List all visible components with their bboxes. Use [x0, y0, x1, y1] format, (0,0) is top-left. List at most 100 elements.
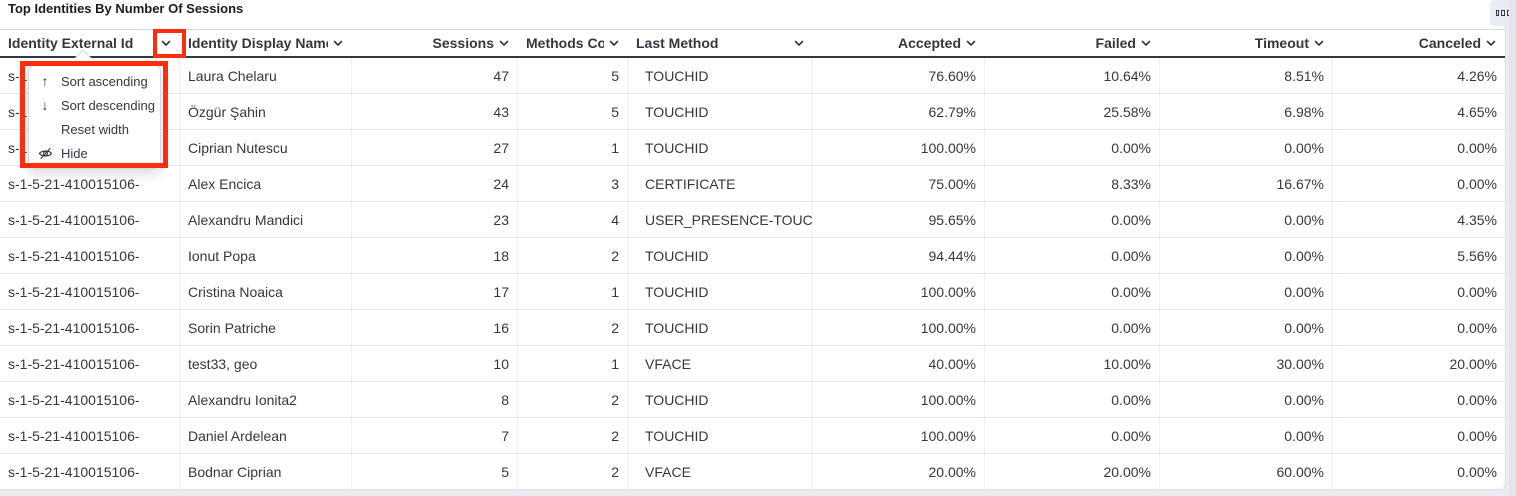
cell-accepted: 40.00% [813, 346, 985, 381]
column-header-label: Failed [1095, 35, 1136, 51]
menu-item-hide[interactable]: Hide [29, 141, 160, 165]
panel-title: Top Identities By Number Of Sessions [8, 1, 244, 16]
column-header-lastMethod[interactable]: Last Method [628, 30, 813, 56]
column-header-label: Identity Display Name [188, 35, 328, 51]
sort-chevron-icon[interactable] [793, 37, 805, 49]
column-header-accepted[interactable]: Accepted [813, 30, 985, 56]
column-header-sessions[interactable]: Sessions [352, 30, 518, 56]
cell-timeout: 0.00% [1160, 310, 1333, 345]
cell-methodsCount: 1 [518, 130, 628, 165]
sort-chevron-icon[interactable] [1140, 37, 1152, 49]
cell-lastMethod: TOUCHID [628, 94, 813, 129]
column-header-externalId[interactable]: Identity External Id [0, 30, 180, 56]
column-header-canceled[interactable]: Canceled [1333, 30, 1505, 56]
cell-displayName: Cristina Noaica [180, 274, 352, 309]
cell-accepted: 75.00% [813, 166, 985, 201]
cell-lastMethod: TOUCHID [628, 310, 813, 345]
table-row: s-1-5-21-410015106-Özgür Şahin435TOUCHID… [0, 94, 1505, 130]
cell-timeout: 6.98% [1160, 94, 1333, 129]
cell-methodsCount: 2 [518, 454, 628, 489]
cell-timeout: 30.00% [1160, 346, 1333, 381]
cell-displayName: Alexandru Ionita2 [180, 382, 352, 417]
cell-methodsCount: 5 [518, 94, 628, 129]
cell-accepted: 62.79% [813, 94, 985, 129]
table-header-row: Identity External Id Identity Display Nam… [0, 29, 1505, 58]
sort-ascending-icon: ↑ [41, 73, 49, 89]
cell-canceled: 4.35% [1457, 211, 1497, 228]
cell-externalId: s-1-5-21-410015106- [0, 454, 180, 489]
sort-chevron-icon[interactable] [160, 37, 172, 49]
cell-methodsCount: 2 [518, 238, 628, 273]
cell-canceled: 0.00% [1457, 283, 1497, 300]
cell-sessions: 8 [352, 382, 518, 417]
table-row: s-1-5-21-410015106- Alexandru Mandici 23 4 U… [0, 202, 1505, 238]
cell-displayName: Ciprian Nutescu [180, 130, 352, 165]
table-row: s-1-5-21-410015106- Sorin Patriche 16 2 TOUC… [0, 310, 1505, 346]
cell-accepted: 100.00% [813, 274, 985, 309]
column-header-methodsCount[interactable]: Methods Count [518, 30, 628, 56]
column-header-label: Accepted [897, 35, 961, 51]
cell-canceled: 20.00% [1449, 355, 1497, 372]
page-scrollbar[interactable] [1509, 0, 1516, 496]
cell-canceled: 0.00% [1457, 463, 1497, 480]
cell-canceled: 0.00% [1457, 319, 1497, 336]
cell-accepted: 76.60% [813, 58, 985, 93]
column-header-displayName[interactable]: Identity Display Name [180, 30, 352, 56]
menu-item-reset-width[interactable]: Reset width [29, 117, 160, 141]
cell-canceled: 0.00% [1457, 175, 1497, 192]
sort-chevron-icon[interactable] [965, 37, 977, 49]
cell-sessions: 7 [352, 418, 518, 453]
sort-chevron-icon[interactable] [332, 37, 344, 49]
cell-failed: 0.00% [985, 418, 1160, 453]
cell-lastMethod: USER_PRESENCE-TOUC [628, 202, 813, 237]
column-header-failed[interactable]: Failed [985, 30, 1160, 56]
cell-sessions: 27 [352, 130, 518, 165]
sort-chevron-icon[interactable] [608, 37, 620, 49]
table-row: s-1-5-21-410015106- Alexandru Ionita2 8 2 TO… [0, 382, 1505, 418]
cell-accepted: 100.00% [813, 310, 985, 345]
menu-item-sort-ascending[interactable]: ↑ Sort ascending [29, 69, 160, 93]
column-header-label: Last Method [636, 35, 719, 51]
menu-item-sort-descending[interactable]: ↓ Sort descending [29, 93, 160, 117]
data-grid: Identity External Id Identity Display Nam… [0, 29, 1505, 490]
cell-methodsCount: 5 [518, 58, 628, 93]
cell-accepted: 94.44% [813, 238, 985, 273]
cell-methodsCount: 4 [518, 202, 628, 237]
column-options-menu: ↑ Sort ascending ↓ Sort descending Reset wid… [28, 65, 161, 169]
table-row: s-1-5-21-410015106- Alex Encica 24 3 CERTIFI… [0, 166, 1505, 202]
cell-displayName: Daniel Ardelean [180, 418, 352, 453]
cell-failed: 25.58% [985, 94, 1160, 129]
cell-failed: 0.00% [985, 382, 1160, 417]
cell-displayName: Bodnar Ciprian [180, 454, 352, 489]
cell-lastMethod: TOUCHID [628, 418, 813, 453]
cell-displayName: Sorin Patriche [180, 310, 352, 345]
sort-chevron-icon[interactable] [498, 37, 510, 49]
cell-sessions: 17 [352, 274, 518, 309]
cell-displayName: Özgür Şahin [180, 94, 352, 129]
cell-externalId: s-1-5-21-410015106- [0, 382, 180, 417]
cell-timeout: 0.00% [1160, 238, 1333, 273]
sort-chevron-icon[interactable] [1313, 37, 1325, 49]
cell-failed: 10.00% [985, 346, 1160, 381]
column-header-label: Canceled [1418, 35, 1481, 51]
column-header-label: Sessions [432, 35, 494, 51]
table-row: s-1-5-21-410015106- Daniel Ardelean 7 2 TOUC… [0, 418, 1505, 454]
cell-canceled: 4.65% [1457, 103, 1497, 120]
cell-displayName: Laura Chelaru [180, 58, 352, 93]
cell-lastMethod: TOUCHID [628, 58, 813, 93]
cell-lastMethod: TOUCHID [628, 130, 813, 165]
column-header-timeout[interactable]: Timeout [1160, 30, 1333, 56]
menu-item-label: Sort ascending [61, 73, 148, 89]
cell-displayName: test33, geo [180, 346, 352, 381]
cell-failed: 20.00% [985, 454, 1160, 489]
sort-chevron-icon[interactable] [1485, 37, 1497, 49]
cell-methodsCount: 3 [518, 166, 628, 201]
table-row: s-1-5-21-410015106-Laura Chelaru475TOUCH… [0, 58, 1505, 94]
cell-accepted: 20.00% [813, 454, 985, 489]
cell-failed: 0.00% [985, 310, 1160, 345]
cell-methodsCount: 1 [518, 346, 628, 381]
column-header-label: Identity External Id [8, 35, 134, 51]
cell-displayName: Ionut Popa [180, 238, 352, 273]
cell-externalId: s-1-5-21-410015106- [0, 274, 180, 309]
cell-externalId: s-1-5-21-410015106- [0, 346, 180, 381]
